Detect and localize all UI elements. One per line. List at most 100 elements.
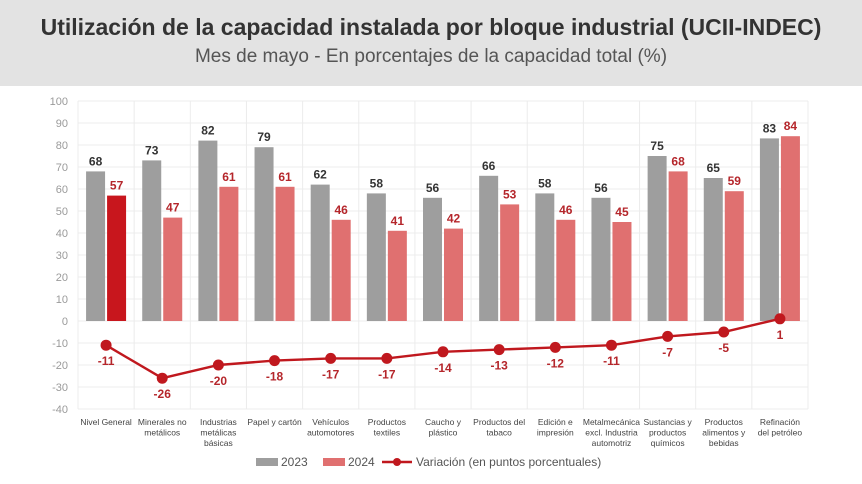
bar-2024-value-label: 45	[615, 205, 629, 219]
category-label: Productos	[705, 417, 743, 427]
variation-point	[549, 341, 561, 353]
category-label: alimentos y	[702, 428, 746, 438]
bar-2024-value-label: 59	[728, 174, 742, 188]
category-label: químicos	[651, 438, 685, 448]
bar-2023-value-label: 58	[538, 176, 552, 190]
category-label: del petróleo	[758, 428, 803, 438]
bar-2024	[219, 186, 239, 321]
variation-point	[381, 352, 393, 364]
y-tick-label: 70	[56, 162, 68, 174]
category-label: textiles	[374, 428, 400, 438]
variation-value-label: -12	[547, 356, 565, 370]
variation-point	[437, 346, 449, 358]
variation-value-label: -26	[154, 387, 172, 401]
category-label: Industrias	[200, 417, 237, 427]
variation-point	[662, 330, 674, 342]
bar-2024-value-label: 61	[222, 170, 236, 184]
bar-2024-value-label: 84	[784, 119, 798, 133]
variation-value-label: -5	[718, 341, 729, 355]
category-label: Productos del	[473, 417, 525, 427]
bar-2023-value-label: 73	[145, 143, 159, 157]
y-tick-label: 50	[56, 206, 68, 218]
legend-label-2023: 2023	[281, 455, 308, 469]
category-label: Nivel General	[80, 417, 132, 427]
legend-label-2024: 2024	[348, 455, 375, 469]
variation-value-label: -14	[434, 361, 452, 375]
bar-2024	[500, 204, 520, 321]
bar-2023	[535, 193, 555, 321]
bar-2024-value-label: 57	[110, 179, 124, 193]
category-label: Metalmecánica	[583, 417, 640, 427]
category-label: automotores	[307, 428, 354, 438]
bar-2023	[254, 147, 274, 321]
chart-subtitle: Mes de mayo - En porcentajes de la capac…	[194, 46, 668, 67]
legend-label-variation: Variación (en puntos porcentuales)	[416, 455, 601, 469]
legend-swatch-2023	[256, 458, 278, 466]
bar-2024-value-label: 42	[447, 212, 461, 226]
category-label: impresión	[537, 428, 574, 438]
bar-2023-value-label: 62	[314, 168, 328, 182]
bars-layer: 68 57 73 47 82 61 79 61 62 46 58 41 56 42 66 53 58 46 56 45…	[86, 119, 800, 321]
bar-2023-value-label: 56	[594, 181, 608, 195]
bar-2023	[198, 140, 218, 321]
category-label: productos	[649, 428, 686, 438]
category-label: Caucho y	[425, 417, 462, 427]
bar-2024-value-label: 68	[671, 154, 685, 168]
y-tick-label: 30	[56, 250, 68, 262]
bar-2023-value-label: 75	[650, 139, 664, 153]
y-tick-label: 80	[56, 140, 68, 152]
variation-value-label: -17	[322, 367, 340, 381]
bar-2023	[479, 175, 499, 321]
variation-value-label: 1	[777, 328, 784, 342]
chart-title: Utilización de la capacidad instalada po…	[40, 14, 822, 40]
y-tick-label: 20	[56, 272, 68, 284]
bar-2023	[423, 197, 442, 321]
y-tick-label: 40	[56, 228, 68, 240]
bar-2023	[703, 178, 723, 321]
variation-value-label: -13	[490, 359, 508, 373]
variation-value-label: -17	[378, 367, 396, 381]
legend-swatch-2024	[323, 458, 345, 466]
variation-point	[100, 339, 112, 351]
category-label: metálicas	[200, 428, 236, 438]
variation-point	[212, 359, 224, 371]
bar-2024-value-label: 46	[335, 203, 349, 217]
category-label: Edición e	[538, 417, 573, 427]
variation-line-layer: -11 -26 -20 -18 -17 -17 -14 -13 -12 -11 -7 -5 1	[98, 313, 786, 401]
bar-2023-value-label: 82	[201, 124, 215, 138]
bar-2024-value-label: 46	[559, 203, 573, 217]
bar-2023	[86, 171, 106, 321]
variation-value-label: -11	[603, 354, 620, 368]
bar-2024	[387, 230, 407, 321]
y-tick-label: -20	[52, 360, 68, 372]
category-label: metálicos	[144, 428, 180, 438]
variation-point	[269, 355, 281, 367]
bar-2024	[668, 171, 688, 321]
y-tick-label: -10	[52, 338, 68, 350]
legend-marker-variation	[393, 458, 401, 466]
bar-2023	[142, 160, 162, 321]
bar-2024	[107, 195, 127, 321]
category-label: Papel y cartón	[247, 417, 302, 427]
bar-2023-value-label: 83	[763, 121, 777, 135]
category-label: Minerales no	[138, 417, 187, 427]
y-tick-label: 10	[56, 294, 68, 306]
category-label: Sustancias y	[644, 417, 693, 427]
variation-point	[774, 313, 786, 325]
bar-2023-value-label: 66	[482, 159, 496, 173]
variation-point	[325, 352, 337, 364]
bar-2024	[331, 219, 351, 321]
category-label: tabaco	[486, 428, 512, 438]
variation-point	[718, 326, 730, 338]
bar-2023	[647, 156, 667, 321]
bar-2023-value-label: 79	[257, 130, 271, 144]
legend: 2023 2024 Variación (en puntos porcentuale…	[256, 455, 601, 469]
variation-point	[493, 344, 505, 356]
bar-2024	[556, 219, 576, 321]
bar-2023	[310, 184, 330, 321]
category-label: automotriz	[592, 438, 632, 448]
bar-2024	[444, 228, 463, 321]
